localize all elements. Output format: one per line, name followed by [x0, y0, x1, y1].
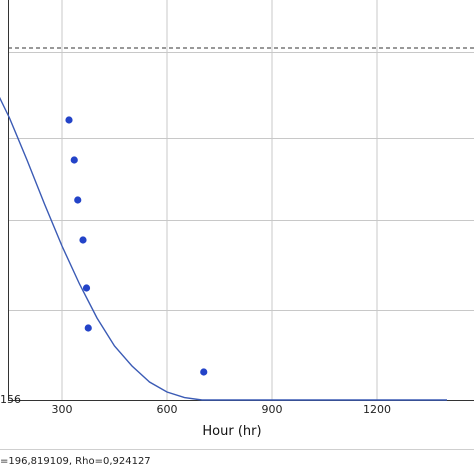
plot-background — [0, 0, 474, 400]
x-tick-label: 1200 — [363, 403, 391, 416]
data-point — [82, 284, 91, 292]
axis-corner-label: 156 — [0, 393, 21, 406]
data-point — [200, 368, 208, 376]
data-point — [74, 196, 82, 204]
curve-layer — [0, 96, 447, 401]
data-point — [84, 324, 92, 332]
data-point — [65, 116, 73, 124]
x-tick-label: 600 — [157, 403, 178, 416]
point-layer — [65, 116, 208, 376]
data-point — [79, 236, 87, 244]
data-point — [70, 156, 78, 164]
grid — [8, 0, 474, 400]
plot-area — [0, 0, 474, 400]
x-tick-label: 900 — [262, 403, 283, 416]
x-axis-title: Hour (hr) — [202, 424, 261, 439]
status-bar-text: =196,819109, Rho=0,924127 — [0, 456, 151, 467]
tick-layer: 300 600 900 1200 — [52, 403, 392, 416]
x-tick-label: 300 — [52, 403, 73, 416]
fit-curve — [0, 96, 447, 401]
